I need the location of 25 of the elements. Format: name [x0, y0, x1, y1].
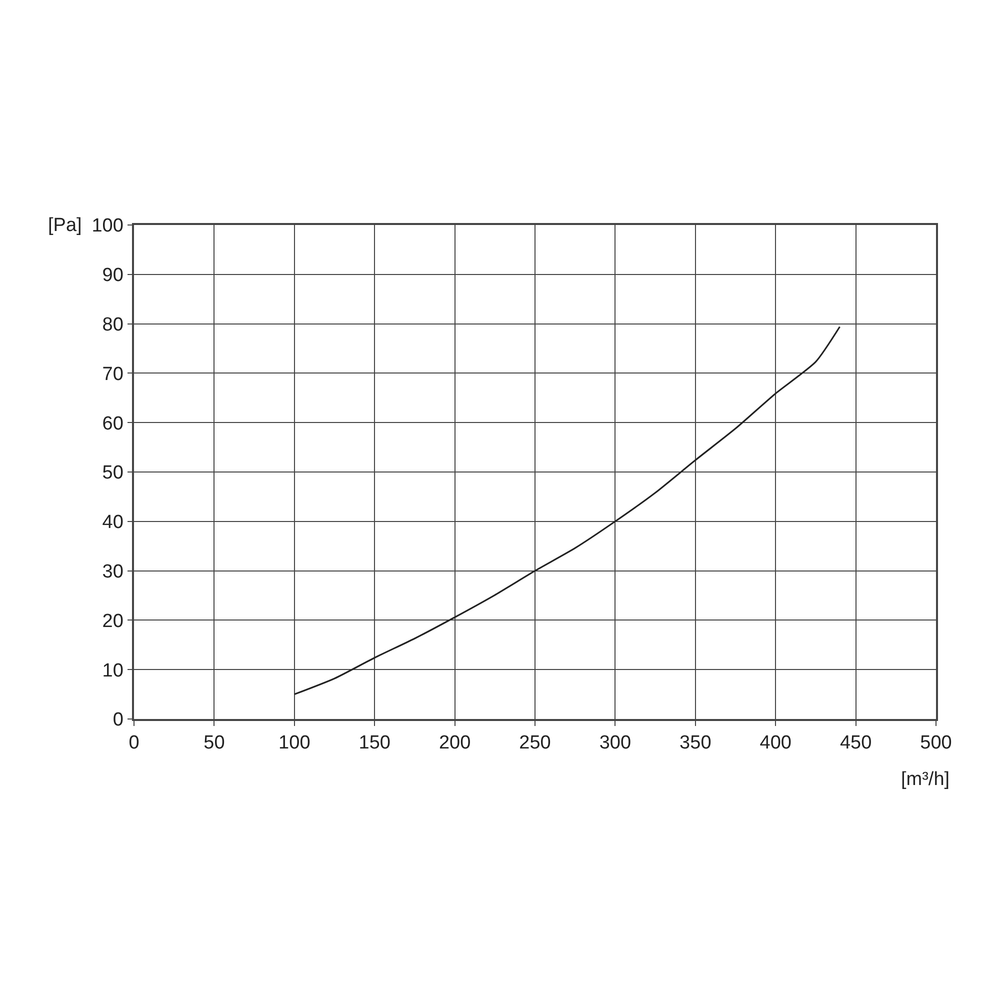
y-tick-label: 70 [102, 364, 124, 385]
y-tick-label: 90 [102, 265, 124, 286]
y-tick-label: 100 [92, 216, 124, 237]
y-tick-label: 60 [102, 413, 124, 434]
x-tick-label: 300 [599, 732, 632, 754]
x-tick-label: 250 [519, 732, 551, 754]
y-tick-label: 20 [102, 610, 124, 632]
y-tick-label: 30 [102, 561, 124, 582]
x-axis-title: [m³/h] [901, 769, 950, 790]
x-tick-label: 450 [840, 732, 872, 754]
x-tick-label: 150 [358, 732, 390, 754]
x-tick-label: 50 [204, 732, 225, 754]
y-tick-label: 80 [102, 314, 124, 336]
x-tick-label: 0 [128, 732, 140, 754]
x-tick-label: 350 [680, 732, 712, 754]
y-tick-label: 50 [102, 462, 124, 484]
y-tick-label: 0 [112, 710, 124, 731]
line-series [294, 326, 841, 696]
x-tick-label: 400 [760, 732, 792, 754]
y-tick-label: 40 [102, 512, 124, 534]
y-axis-title: [Pa] [48, 215, 82, 236]
x-tick-label: 100 [278, 732, 310, 754]
y-tick-label: 10 [102, 660, 124, 682]
x-tick-label: 200 [438, 732, 471, 754]
x-tick-label: 500 [920, 732, 952, 754]
